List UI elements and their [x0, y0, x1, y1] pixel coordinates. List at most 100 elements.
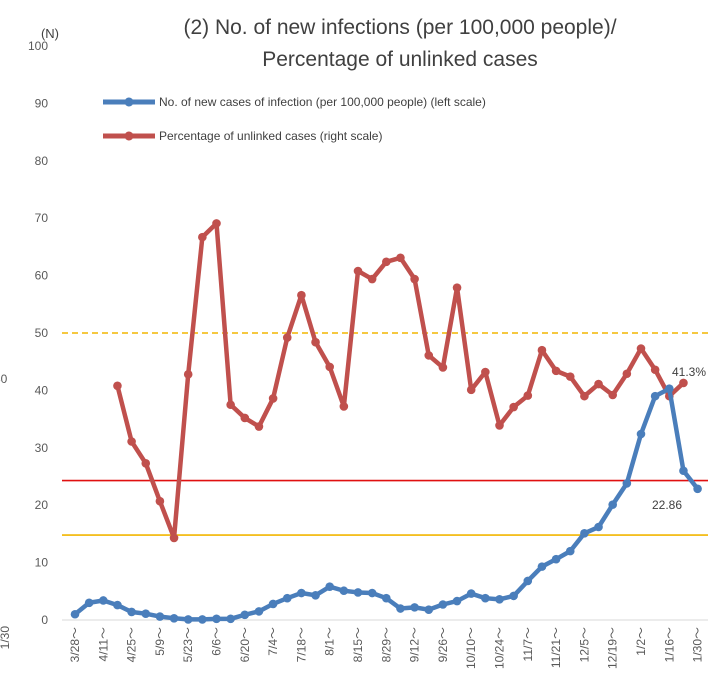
data-point-new-cases: [424, 605, 434, 614]
data-point-unlinked: [212, 219, 221, 228]
y-tick-label: 30: [35, 441, 49, 455]
data-point-new-cases: [198, 615, 207, 624]
legend-item-unlinked: Percentage of unlinked cases (right scal…: [103, 129, 382, 143]
y-tick-label: 90: [35, 96, 49, 110]
data-point-unlinked: [382, 257, 391, 267]
x-tick-label: 10/10～: [464, 627, 478, 669]
data-point-unlinked: [127, 437, 136, 446]
data-point-unlinked: [113, 381, 122, 391]
x-tick-label: 7/18～: [294, 627, 308, 662]
data-point-unlinked: [226, 400, 235, 410]
legend: No. of new cases of infection (per 100,0…: [103, 95, 486, 143]
x-tick-label: 8/29～: [379, 627, 393, 662]
data-point-unlinked: [424, 351, 434, 360]
x-tick-label: 12/5～: [577, 627, 591, 662]
data-point-new-cases: [183, 615, 193, 624]
data-point-unlinked: [268, 394, 278, 403]
x-tick-label: 9/12～: [408, 627, 422, 662]
data-label-unlinked-latest: 41.3%: [672, 365, 706, 379]
data-point-new-cases: [636, 429, 646, 439]
x-tick-label: 4/25～: [125, 627, 139, 662]
data-point-new-cases: [537, 562, 547, 571]
data-point-new-cases: [665, 384, 674, 393]
data-point-unlinked: [282, 333, 292, 342]
series-new-cases: [70, 384, 702, 624]
y-tick-label: 50: [35, 326, 49, 340]
y-tick-label: 20: [35, 498, 49, 512]
data-point-unlinked: [622, 369, 632, 379]
data-point-unlinked: [679, 378, 688, 388]
data-point-new-cases: [155, 612, 165, 621]
legend-marker-unlinked: [124, 131, 134, 141]
legend-item-new-cases: No. of new cases of infection (per 100,0…: [103, 95, 486, 109]
data-point-unlinked: [537, 345, 547, 355]
y-tick-label: 10: [35, 556, 49, 570]
data-point-unlinked: [452, 283, 462, 292]
data-point-unlinked: [636, 344, 646, 353]
data-point-new-cases: [113, 600, 122, 610]
data-point-unlinked: [155, 496, 165, 506]
data-point-unlinked: [169, 533, 179, 543]
data-point-new-cases: [551, 554, 561, 564]
data-point-new-cases: [438, 600, 448, 609]
x-tick-label: 8/15～: [351, 627, 365, 662]
data-point-new-cases: [297, 588, 306, 598]
y-axis: 0 10 20 30 40 50 60 70 80 90 100: [28, 39, 48, 627]
data-point-unlinked: [396, 253, 405, 263]
data-point-new-cases: [693, 484, 702, 494]
data-point-new-cases: [452, 596, 462, 606]
data-point-new-cases: [339, 586, 349, 596]
data-point-unlinked: [141, 459, 151, 468]
data-point-unlinked: [367, 274, 377, 284]
data-point-unlinked: [466, 385, 476, 395]
data-point-unlinked: [608, 390, 617, 400]
data-point-new-cases: [353, 588, 363, 597]
data-label-new-cases-latest: 22.86: [652, 498, 682, 512]
data-point-unlinked: [297, 290, 306, 300]
cut-off-left-label-date: 1/30: [0, 626, 12, 650]
data-point-new-cases: [99, 596, 108, 605]
data-point-new-cases: [622, 479, 632, 488]
data-point-unlinked: [481, 367, 490, 377]
data-point-new-cases: [396, 604, 405, 613]
data-point-new-cases: [240, 610, 250, 620]
chart-subtitle: Percentage of unlinked cases: [262, 48, 538, 71]
data-point-unlinked: [254, 422, 264, 431]
data-point-new-cases: [141, 609, 151, 618]
legend-marker-new-cases: [124, 97, 134, 107]
data-point-new-cases: [608, 500, 617, 509]
cut-off-left-label-30: 30: [0, 372, 8, 386]
x-tick-label: 1/30～: [691, 627, 705, 662]
x-tick-label: 11/21～: [549, 627, 563, 668]
data-point-unlinked: [438, 363, 448, 372]
data-point-unlinked: [509, 402, 518, 412]
data-point-new-cases: [212, 614, 221, 624]
x-tick-label: 9/26～: [436, 627, 450, 662]
data-point-new-cases: [70, 609, 80, 619]
y-tick-label: 0: [41, 613, 48, 627]
y-tick-label: 100: [28, 39, 48, 53]
data-point-new-cases: [481, 593, 490, 603]
x-tick-label: 10/24～: [493, 627, 507, 669]
data-point-unlinked: [565, 372, 575, 381]
data-point-new-cases: [254, 607, 264, 616]
data-point-unlinked: [339, 402, 349, 411]
data-point-unlinked: [495, 421, 504, 430]
series-line-new-cases: [72, 386, 700, 622]
y-unit-label: (N): [41, 26, 59, 41]
data-point-new-cases: [282, 593, 292, 603]
data-point-new-cases: [169, 613, 179, 623]
data-point-unlinked: [650, 365, 660, 375]
data-point-new-cases: [509, 591, 518, 601]
data-point-unlinked: [580, 391, 589, 401]
data-point-unlinked: [311, 337, 320, 347]
x-tick-label: 8/1～: [323, 627, 337, 656]
x-tick-label: 5/23～: [181, 627, 195, 662]
x-tick-label: 5/9～: [153, 627, 167, 656]
x-tick-label: 1/16～: [662, 627, 676, 662]
series-layer: [70, 219, 702, 624]
data-point-new-cases: [311, 591, 320, 600]
y-tick-label: 70: [35, 211, 49, 225]
data-point-unlinked: [410, 274, 419, 284]
